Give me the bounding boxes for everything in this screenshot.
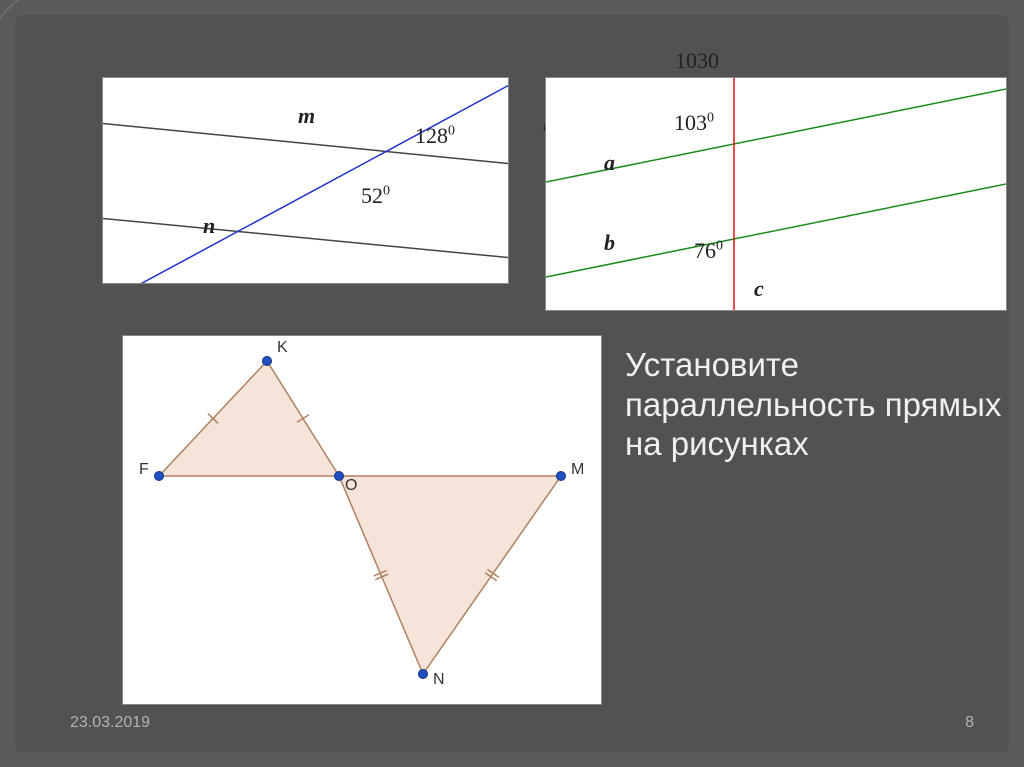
- panel3-svg: K F O M N: [123, 336, 601, 704]
- angle-128: 1280: [415, 123, 455, 149]
- clipped-angle-103: 1030: [675, 48, 719, 74]
- svg-text:O: O: [345, 477, 357, 494]
- panel2-svg: [546, 78, 1006, 310]
- label-b: b: [604, 230, 615, 256]
- svg-text:M: M: [571, 461, 584, 478]
- svg-text:N: N: [433, 671, 445, 688]
- diagram-panel-3: K F O M N: [122, 335, 602, 705]
- svg-text:F: F: [139, 461, 149, 478]
- label-n: n: [203, 213, 215, 239]
- svg-text:K: K: [277, 339, 288, 356]
- label-m: m: [298, 103, 315, 129]
- task-text: Установите параллельность прямых на рису…: [625, 345, 1024, 464]
- diagram-panel-1: m l n 1280 520: [102, 77, 509, 284]
- slide: 1030 m l n 1280 520 1030 a b 760 c K F O M N…: [15, 15, 1009, 752]
- angle-76: 760: [694, 238, 723, 264]
- diagram-panel-2: 1030 a b 760 c: [545, 77, 1007, 311]
- angle-103: 1030: [674, 110, 714, 136]
- footer-page: 8: [965, 714, 974, 732]
- angle-52: 520: [361, 183, 390, 209]
- label-c: c: [754, 276, 764, 302]
- footer-date: 23.03.2019: [70, 714, 150, 732]
- label-a: a: [604, 150, 615, 176]
